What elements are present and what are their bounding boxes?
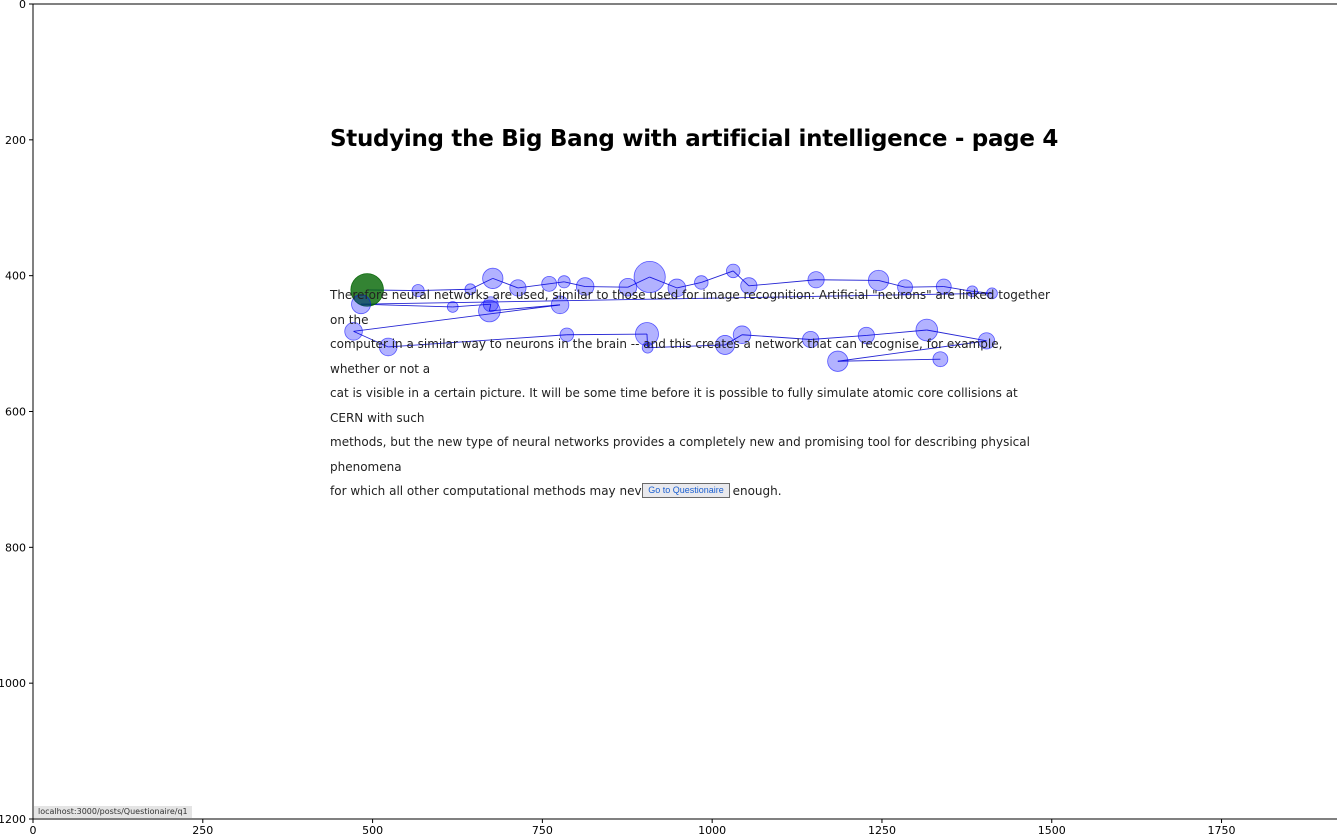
status-bar-url: localhost:3000/posts/Questionaire/q1 xyxy=(34,806,192,818)
fixation-point xyxy=(641,341,654,354)
axis-ticks: 0 250 500 750 1000 1250 1500 1750 0 200 400 600 800 1… xyxy=(0,0,1236,836)
x-tick-label: 500 xyxy=(362,824,383,836)
fixation-point xyxy=(559,327,575,342)
scanpath-segment xyxy=(517,283,550,289)
scanpath-segment xyxy=(810,334,867,340)
scanpath-segment xyxy=(649,276,678,289)
scanpath-segment xyxy=(585,286,628,288)
scanpath-segment xyxy=(564,281,586,287)
y-tick-label: 800 xyxy=(5,541,26,554)
fixation-point xyxy=(802,330,820,349)
x-tick-label: 0 xyxy=(30,824,37,836)
scanpath-segment xyxy=(488,304,492,312)
scanpath-segment xyxy=(837,358,941,362)
fixation-point xyxy=(633,261,666,294)
fixation-point xyxy=(807,271,825,289)
fixation-point xyxy=(509,279,527,297)
scanpath-segment xyxy=(732,270,750,287)
fixation-point xyxy=(932,351,949,368)
scanpath-segment xyxy=(353,330,389,348)
plot-area xyxy=(33,4,1337,819)
scanpath-segment xyxy=(388,334,567,348)
scanpath-segment xyxy=(676,282,702,289)
fixation-point xyxy=(618,277,638,297)
fixation-point xyxy=(732,325,752,344)
scanpath-segment xyxy=(353,304,561,332)
scanpath-segment xyxy=(748,279,817,287)
fixation-point xyxy=(482,267,504,289)
fixation-point xyxy=(867,269,890,292)
fixation-point xyxy=(667,278,687,298)
fixation-point xyxy=(478,299,501,323)
scanpath-segment xyxy=(470,277,493,290)
fixation-point xyxy=(915,318,939,342)
scanpath-segment xyxy=(647,344,726,349)
scanpath-segment xyxy=(905,286,944,288)
x-tick-label: 1000 xyxy=(698,824,726,836)
fixation-point xyxy=(897,279,913,296)
paragraph-line: cat is visible in a certain picture. It … xyxy=(330,386,1018,425)
y-tick-label: 400 xyxy=(5,270,26,283)
scanpath-segment xyxy=(627,276,650,288)
y-tick-label: 1000 xyxy=(0,677,26,690)
scanpath-segment xyxy=(566,333,647,336)
article-paragraph: Therefore neural networks are used, simi… xyxy=(330,283,1050,504)
x-tick-label: 1750 xyxy=(1208,824,1236,836)
paragraph-line: methods, but the new type of neural netw… xyxy=(330,435,1030,474)
paragraph-line: Therefore neural networks are used, simi… xyxy=(330,288,1050,327)
fixation-point xyxy=(351,294,371,315)
fixation-point xyxy=(411,284,425,298)
paragraph-line: computer in a similar way to neurons in … xyxy=(330,337,1003,376)
scanpath-segment xyxy=(837,340,987,362)
scanpath-segment xyxy=(492,277,519,289)
x-tick-label: 1250 xyxy=(868,824,896,836)
fixation-point xyxy=(977,332,996,350)
y-tick-label: 1200 xyxy=(0,813,26,826)
scanpath-lines xyxy=(353,270,993,362)
fixation-point xyxy=(541,275,558,292)
x-tick-label: 1500 xyxy=(1038,824,1066,836)
fixation-point xyxy=(726,263,741,279)
x-tick-label: 250 xyxy=(192,824,213,836)
fixation-point xyxy=(694,275,709,290)
fixation-point xyxy=(557,275,571,289)
scanpath-segment xyxy=(943,286,973,292)
fixation-point xyxy=(635,322,659,347)
fixation-point xyxy=(935,278,952,295)
fixation-point xyxy=(550,295,570,315)
scanpath-segment xyxy=(866,329,927,336)
scanpath-segment xyxy=(361,303,453,308)
fixation-point xyxy=(827,350,849,372)
scanpath-segment xyxy=(361,292,992,305)
fixation-point xyxy=(740,277,758,295)
first-fixation-point xyxy=(350,273,384,307)
fixation-point xyxy=(857,326,875,344)
y-tick-label: 600 xyxy=(5,406,26,419)
fixation-point xyxy=(986,287,998,300)
go-to-questionaire-button[interactable]: Go to Questionaire xyxy=(642,483,730,498)
scanpath-segment xyxy=(701,270,734,283)
fixation-points xyxy=(344,261,998,372)
fixation-point xyxy=(344,322,363,341)
y-tick-label: 200 xyxy=(5,134,26,147)
scanpath-segment xyxy=(489,304,561,312)
scanpath-segment xyxy=(878,279,906,288)
page-title: Studying the Big Bang with artificial in… xyxy=(330,126,1059,152)
fixation-point xyxy=(464,283,477,296)
fixation-point xyxy=(715,335,735,355)
y-tick-label: 0 xyxy=(19,0,26,11)
scanpath-segment xyxy=(742,334,811,340)
x-tick-label: 750 xyxy=(532,824,553,836)
fixation-point xyxy=(575,277,595,296)
scanpath-segment xyxy=(452,303,491,308)
fixation-point xyxy=(378,337,398,357)
fixation-point xyxy=(966,285,979,298)
scanpath-segment xyxy=(926,329,987,342)
fixation-point xyxy=(446,301,459,313)
scanpath-segment xyxy=(418,288,471,292)
